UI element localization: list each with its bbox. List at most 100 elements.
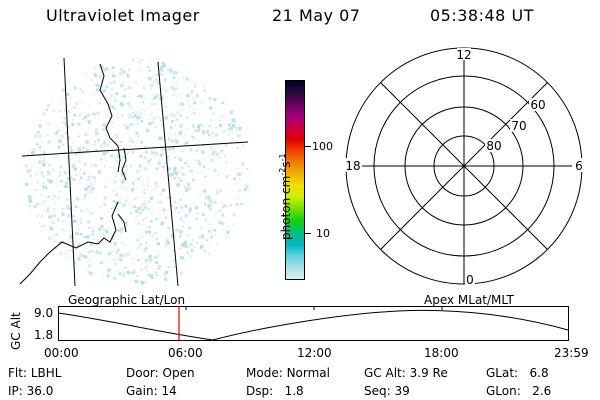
speckle bbox=[179, 114, 182, 117]
speckle bbox=[178, 132, 182, 136]
speckle bbox=[180, 206, 184, 210]
speckle bbox=[65, 131, 68, 135]
speckle bbox=[208, 97, 212, 101]
speckle bbox=[154, 151, 156, 153]
speckle bbox=[141, 281, 145, 285]
altitude-timeline bbox=[57, 306, 569, 341]
speckle bbox=[201, 150, 205, 154]
speckle bbox=[179, 179, 183, 182]
speckle bbox=[208, 204, 212, 208]
speckle bbox=[59, 165, 62, 169]
speckle bbox=[98, 64, 101, 67]
speckle bbox=[162, 221, 165, 224]
speckle bbox=[88, 104, 90, 106]
speckle bbox=[212, 136, 215, 138]
speckle bbox=[40, 168, 41, 170]
polar-plot: 12 18 6 0 60 70 80 bbox=[344, 47, 586, 287]
speckle bbox=[95, 148, 98, 152]
speckle bbox=[53, 194, 56, 198]
speckle bbox=[197, 159, 200, 162]
speckle bbox=[91, 187, 95, 191]
speckle bbox=[160, 148, 164, 152]
geographic-grid bbox=[21, 57, 249, 287]
speckle bbox=[235, 202, 239, 206]
speckle bbox=[114, 154, 116, 156]
speckle bbox=[137, 207, 141, 211]
speckle bbox=[120, 155, 123, 158]
speckle bbox=[150, 59, 152, 62]
speckle bbox=[63, 151, 66, 154]
speckle bbox=[40, 214, 44, 218]
speckle bbox=[170, 172, 174, 176]
speckle bbox=[191, 124, 195, 129]
aurora-speckle-field bbox=[23, 58, 249, 285]
speckle bbox=[179, 114, 181, 116]
speckle bbox=[178, 170, 181, 173]
speckle bbox=[62, 213, 65, 216]
speckle bbox=[154, 151, 158, 156]
speckle bbox=[123, 156, 125, 159]
speckle bbox=[41, 202, 44, 205]
speckle bbox=[77, 147, 81, 151]
speckle bbox=[181, 150, 183, 153]
speckle bbox=[143, 156, 147, 159]
speckle bbox=[155, 218, 158, 220]
speckle bbox=[59, 251, 63, 256]
speckle bbox=[201, 214, 204, 217]
speckle bbox=[60, 180, 63, 183]
speckle bbox=[130, 165, 132, 168]
speckle bbox=[107, 144, 110, 146]
speckle bbox=[149, 258, 153, 263]
speckle bbox=[51, 228, 54, 231]
status-glat: GLat: 6.8 bbox=[486, 366, 549, 380]
dsp-label: Dsp: bbox=[246, 384, 274, 398]
speckle bbox=[145, 131, 147, 134]
speckle bbox=[67, 125, 70, 129]
speckle bbox=[184, 186, 187, 189]
speckle bbox=[74, 149, 76, 152]
speckle bbox=[168, 159, 171, 162]
speckle bbox=[155, 167, 159, 171]
speckle bbox=[42, 186, 45, 189]
speckle bbox=[155, 73, 159, 77]
speckle bbox=[73, 219, 77, 223]
speckle bbox=[183, 221, 185, 223]
speckle bbox=[184, 214, 188, 218]
speckle bbox=[170, 235, 175, 239]
speckle bbox=[75, 231, 79, 235]
speckle bbox=[94, 212, 96, 214]
speckle bbox=[170, 139, 174, 143]
grid-line-vertical-right bbox=[157, 61, 179, 287]
speckle bbox=[232, 212, 235, 215]
speckle bbox=[37, 131, 40, 134]
speckle bbox=[139, 169, 142, 172]
speckle bbox=[120, 82, 122, 85]
speckle bbox=[74, 152, 77, 156]
speckle bbox=[185, 116, 189, 119]
speckle bbox=[157, 267, 160, 271]
speckle bbox=[221, 141, 223, 143]
speckle bbox=[29, 175, 32, 177]
speckle bbox=[105, 67, 108, 70]
speckle bbox=[144, 150, 148, 154]
speckle bbox=[89, 190, 93, 194]
mode-value: Normal bbox=[286, 366, 330, 380]
speckle bbox=[126, 75, 131, 79]
speckle bbox=[138, 111, 142, 115]
speckle bbox=[134, 115, 137, 118]
speckle bbox=[114, 167, 117, 170]
speckle bbox=[127, 190, 129, 192]
speckle bbox=[99, 158, 102, 161]
speckle bbox=[134, 218, 136, 219]
speckle bbox=[115, 92, 119, 96]
speckle bbox=[215, 133, 218, 137]
speckle bbox=[59, 190, 61, 193]
speckle bbox=[74, 248, 76, 250]
status-door: Door: Open bbox=[126, 366, 195, 380]
speckle bbox=[95, 238, 97, 240]
speckle bbox=[55, 155, 58, 158]
speckle bbox=[181, 244, 185, 248]
speckle bbox=[172, 69, 174, 72]
speckle bbox=[178, 103, 181, 105]
speckle bbox=[65, 255, 68, 257]
